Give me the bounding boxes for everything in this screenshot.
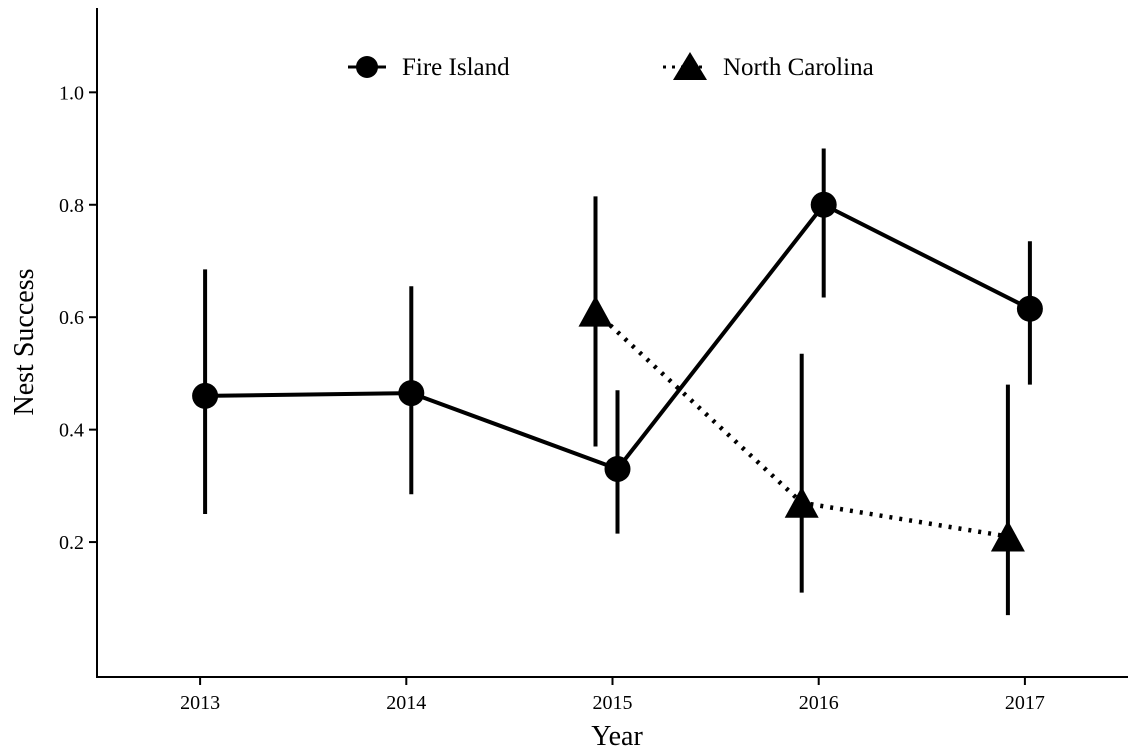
legend-label-fire-island: Fire Island: [402, 54, 510, 81]
data-point: [810, 191, 837, 218]
y-tick-label: 0.4: [59, 420, 84, 442]
x-tick-label: 2013: [180, 692, 220, 714]
legend-marker-triangle: [673, 52, 707, 80]
data-point: [578, 295, 613, 327]
data-point: [1016, 295, 1043, 322]
data-point: [990, 520, 1025, 552]
x-ticks: 2013 2014 2015 2016 2017: [180, 677, 1045, 714]
x-tick-label: 2015: [593, 692, 633, 714]
data-point: [192, 382, 219, 409]
legend-label-north-carolina: North Carolina: [723, 54, 874, 81]
y-ticks: 0.2 0.4 0.6 0.8 1.0: [59, 82, 97, 554]
legend-item-north-carolina: North Carolina: [663, 52, 874, 81]
series-fire-island: [192, 148, 1043, 534]
y-tick-label: 0.8: [59, 195, 84, 217]
legend-marker-circle: [356, 56, 378, 78]
y-tick-label: 0.2: [59, 532, 84, 554]
y-tick-label: 1.0: [59, 82, 84, 104]
x-tick-label: 2014: [386, 692, 426, 714]
axes: 0.2 0.4 0.6 0.8 1.0 2013 2014 2015 2016 2017: [59, 8, 1128, 714]
data-point: [784, 486, 819, 518]
legend: Fire Island North Carolina: [348, 52, 874, 81]
x-tick-label: 2016: [799, 692, 839, 714]
y-tick-label: 0.6: [59, 307, 84, 329]
series-layer: [192, 148, 1043, 616]
data-point: [604, 455, 631, 482]
data-point: [398, 380, 425, 407]
x-axis-title: Year: [591, 721, 643, 752]
x-tick-label: 2017: [1005, 692, 1045, 714]
legend-item-fire-island: Fire Island: [348, 54, 510, 81]
y-axis-title: Nest Success: [9, 269, 40, 416]
series-north-carolina: [578, 196, 1025, 616]
